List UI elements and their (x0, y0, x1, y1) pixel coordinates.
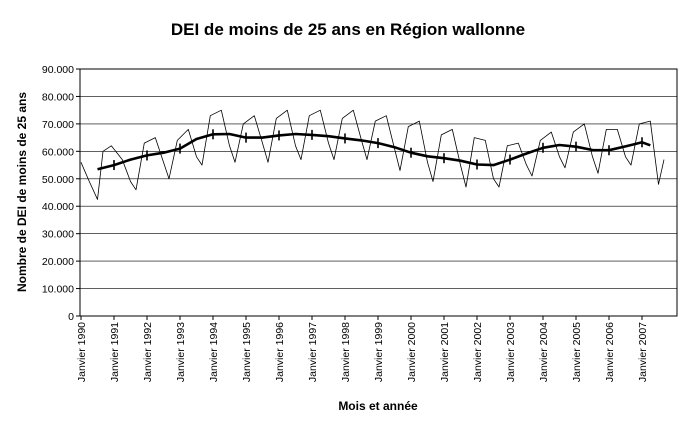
grid-lines (80, 68, 677, 317)
x-tick-label: Janvier 1994 (208, 322, 220, 382)
x-tick-label: Janvier 2005 (571, 322, 583, 382)
x-tick-label: Janvier 1996 (274, 322, 286, 382)
x-tick-label: Janvier 1991 (109, 322, 121, 382)
x-axis-ticks: Janvier 1990 Janvier 1991 Janvier 1992 Janv… (76, 316, 649, 382)
y-tick-label: 40.000 (42, 201, 74, 213)
y-tick-label: 20.000 (42, 256, 74, 268)
x-tick-label: Janvier 2004 (538, 322, 550, 382)
x-tick-label: Janvier 1997 (307, 322, 319, 382)
x-tick-label: Janvier 2006 (604, 322, 616, 382)
x-tick-label: Janvier 1993 (175, 322, 187, 382)
y-tick-label: 80.000 (42, 91, 74, 103)
y-tick-label: 50.000 (42, 174, 74, 186)
y-tick-label: 90.000 (42, 64, 74, 76)
x-tick-label: Janvier 2007 (637, 322, 649, 382)
x-tick-label: Janvier 1999 (373, 322, 385, 382)
x-tick-label: Janvier 1998 (340, 322, 352, 382)
x-axis-title: Mois et année (338, 399, 418, 413)
x-tick-label: Janvier 2002 (472, 322, 484, 382)
x-tick-label: Janvier 1992 (142, 322, 154, 382)
monthly-line (80, 109, 665, 200)
x-tick-label: Janvier 2003 (505, 322, 517, 382)
y-tick-label: 70.000 (42, 119, 74, 131)
x-tick-label: Janvier 1990 (76, 322, 88, 382)
x-tick-label: Janvier 1995 (241, 322, 253, 382)
y-tick-label: 10.000 (42, 284, 74, 296)
plot-frame (79, 68, 678, 317)
y-axis-ticks: 0 10.000 20.000 30.000 40.000 50.000 60.000 70.… (42, 64, 80, 323)
y-tick-label: 30.000 (42, 229, 74, 241)
x-tick-label: Janvier 2001 (439, 322, 451, 382)
series-layer (80, 109, 665, 200)
x-tick-label: Janvier 2000 (406, 322, 418, 382)
y-tick-label: 60.000 (42, 146, 74, 158)
y-axis-title: Nombre de DEI de moins de 25 ans (15, 92, 29, 292)
y-tick-label: 0 (68, 311, 74, 323)
chart-title: DEI de moins de 25 ans en Région wallonn… (171, 20, 525, 39)
